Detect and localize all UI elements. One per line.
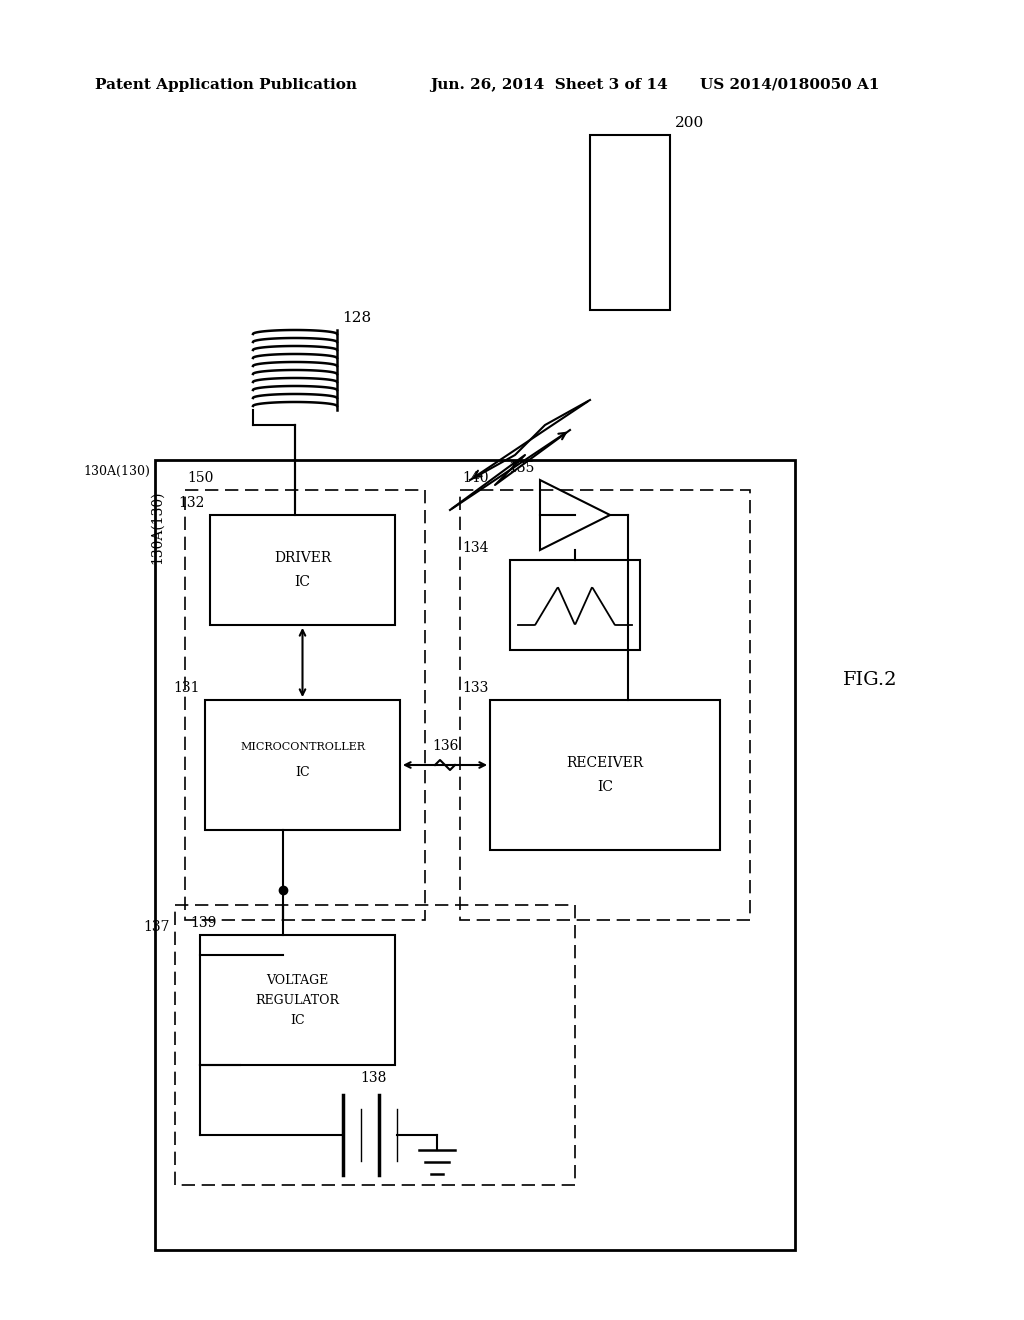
Text: VOLTAGE: VOLTAGE (266, 974, 329, 986)
Text: US 2014/0180050 A1: US 2014/0180050 A1 (700, 78, 880, 92)
Bar (175, 906, 575, 1185)
Text: 137: 137 (143, 920, 170, 935)
Text: 138: 138 (360, 1071, 386, 1085)
Text: IC: IC (295, 576, 310, 589)
Text: DRIVER: DRIVER (273, 550, 331, 565)
Text: Jun. 26, 2014  Sheet 3 of 14: Jun. 26, 2014 Sheet 3 of 14 (430, 78, 668, 92)
Text: RECEIVER: RECEIVER (566, 756, 643, 770)
Text: 133: 133 (462, 681, 488, 696)
Bar (510, 560, 640, 649)
Text: 139: 139 (190, 916, 216, 931)
Text: 136: 136 (432, 739, 458, 752)
Bar (200, 935, 395, 1065)
Bar (490, 700, 720, 850)
Text: IC: IC (290, 1014, 305, 1027)
Text: Patent Application Publication: Patent Application Publication (95, 78, 357, 92)
Text: 131: 131 (173, 681, 200, 696)
Bar (185, 490, 425, 920)
Text: 130A(130): 130A(130) (150, 490, 164, 564)
Text: IC: IC (597, 780, 613, 795)
Bar (205, 700, 400, 830)
Text: 132: 132 (178, 496, 205, 510)
Text: FIG.2: FIG.2 (843, 671, 897, 689)
Text: 128: 128 (342, 312, 371, 325)
Text: 200: 200 (675, 116, 705, 129)
Text: REGULATOR: REGULATOR (256, 994, 340, 1006)
Text: MICROCONTROLLER: MICROCONTROLLER (240, 742, 365, 752)
Bar (590, 135, 670, 310)
Text: 135: 135 (509, 461, 535, 475)
Text: 134: 134 (462, 541, 488, 554)
Bar (460, 490, 750, 920)
Bar (210, 515, 395, 624)
Bar (155, 459, 795, 1250)
Text: IC: IC (295, 767, 310, 780)
Text: 130A(130): 130A(130) (83, 465, 150, 478)
Text: 140: 140 (462, 471, 488, 484)
Text: 150: 150 (187, 471, 213, 484)
